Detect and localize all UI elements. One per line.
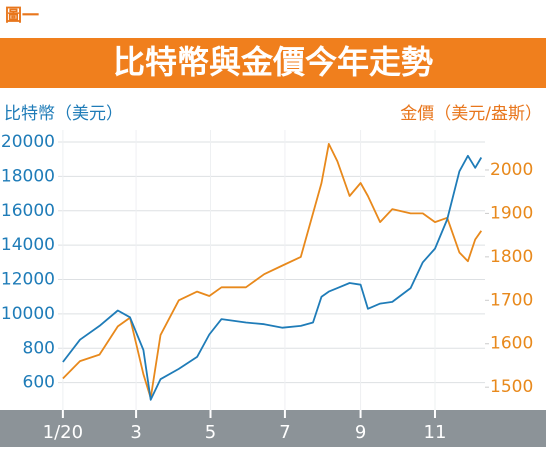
y2-tick-label: 1900	[490, 203, 533, 223]
x-axis-band	[0, 410, 546, 447]
y-tick-label: 12000	[1, 270, 55, 290]
x-tick-label: 7	[279, 422, 290, 443]
y-tick-label: 16000	[1, 201, 55, 221]
x-tick-label: 9	[355, 422, 366, 443]
title-bar	[0, 38, 546, 88]
y-tick-label: 18000	[1, 166, 55, 186]
y-tick-label: 800	[23, 338, 55, 358]
y-tick-label: 600	[23, 373, 55, 393]
y2-tick-label: 1800	[490, 247, 533, 267]
y-axis-label: 比特幣（美元）	[4, 104, 123, 124]
y-tick-label: 20000	[1, 132, 55, 152]
y2-tick-label: 1500	[490, 377, 533, 397]
y-tick-label: 10000	[1, 304, 55, 324]
y-tick-label: 14000	[1, 235, 55, 255]
series-line	[62, 143, 483, 399]
y2-tick-label: 1700	[490, 290, 533, 310]
x-tick-label: 3	[130, 422, 141, 443]
x-tick-label: 1/20	[43, 422, 83, 443]
figure-label: 圖一	[5, 6, 39, 26]
y2-tick-label: 2000	[490, 160, 533, 180]
x-tick-label: 11	[424, 422, 447, 443]
y2-tick-label: 1600	[490, 334, 533, 354]
y2-axis-label: 金價（美元/盎斯）	[400, 104, 542, 124]
series-line	[62, 154, 483, 401]
x-tick-label: 5	[205, 422, 216, 443]
chart-title: 比特幣與金價今年走勢	[113, 43, 433, 81]
